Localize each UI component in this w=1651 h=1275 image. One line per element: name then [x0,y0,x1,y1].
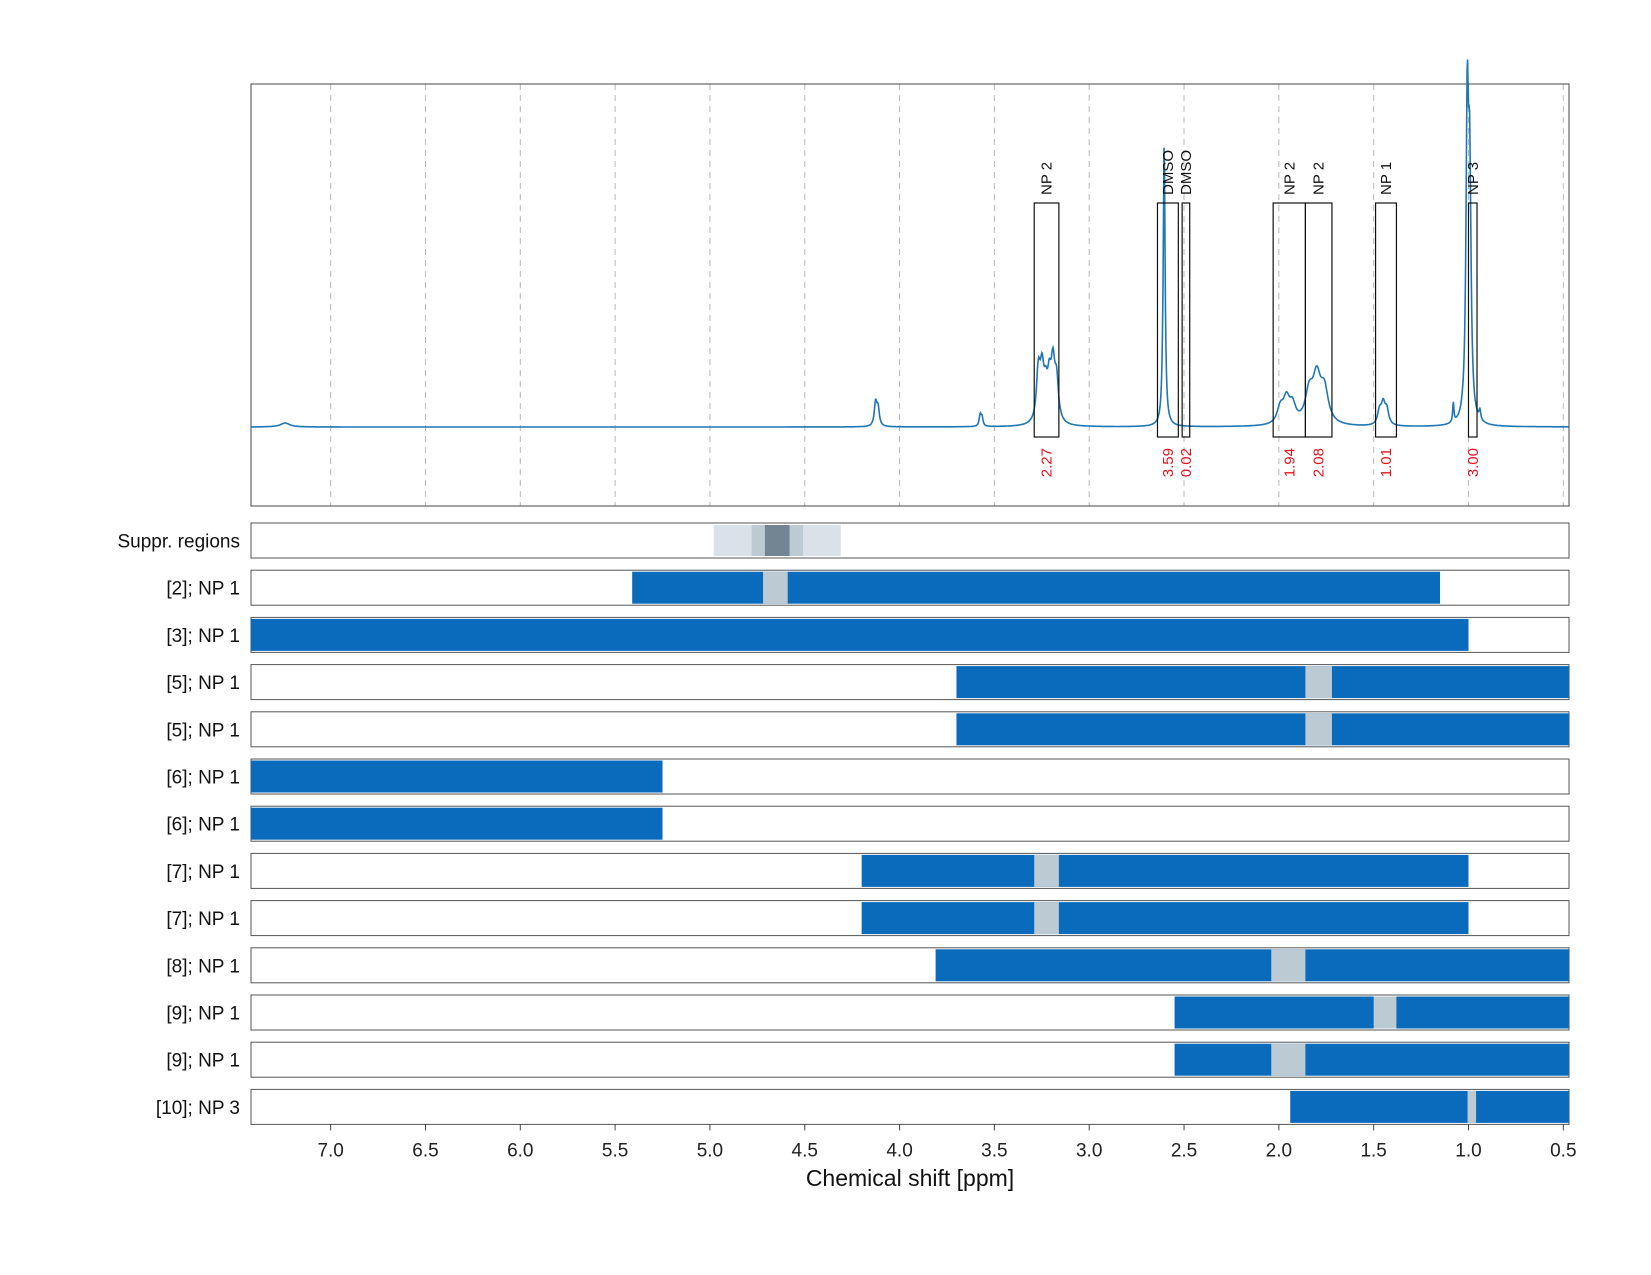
x-tick-label-5: 4.5 [792,1140,818,1161]
region-box-5 [1374,202,1398,438]
x-tick-label-11: 1.5 [1360,1140,1386,1161]
x-tick-label-8: 3.0 [1076,1140,1102,1161]
x-tick-label-2: 6.0 [507,1140,533,1161]
row-gap-3-0 [1305,666,1332,699]
row-label-2: [3]; NP 1 [166,626,240,647]
x-tick-label-4: 5.0 [697,1140,723,1161]
row-label-4: [5]; NP 1 [166,720,240,741]
row-bar-9 [935,949,1569,982]
spectrum-line [251,59,1569,428]
x-tick-label-10: 2.0 [1266,1140,1292,1161]
row-bar-8 [861,902,1469,935]
row-bar-7 [861,854,1469,887]
row-label-12: [10]; NP 3 [156,1098,240,1119]
x-tick-label-0: 7.0 [317,1140,343,1161]
suppression-band-2 [764,525,790,556]
region-label-2: DMSO [1178,150,1195,195]
row-gap-4-0 [1305,713,1332,746]
region-label-6: NP 3 [1465,162,1482,195]
row-label-6: [6]; NP 1 [166,815,240,836]
region-box-3 [1272,202,1306,438]
row-label-7: [7]; NP 1 [166,862,240,883]
gridlines [330,84,1564,506]
row-bar-3 [956,666,1569,699]
row-bar-5 [251,760,663,793]
region-label-5: NP 1 [1378,162,1395,195]
region-integral-4: 2.08 [1311,448,1328,477]
row-label-5: [6]; NP 1 [166,768,240,789]
row-gap-1-0 [763,571,788,604]
row-label-10: [9]; NP 1 [166,1004,240,1025]
fit-rows: Suppr. regions [2]; NP 1 [3]; NP 1 [5]; NP … [117,522,1570,1125]
region-label-3: NP 2 [1281,162,1298,195]
row-bar-2 [251,618,1469,651]
region-integral-0: 2.27 [1039,448,1056,477]
region-integral-5: 1.01 [1378,448,1395,477]
row-gap-12-0 [1467,1090,1477,1123]
row-gap-7-0 [1034,854,1059,887]
row-label-1: [2]; NP 1 [166,579,240,600]
row-label-11: [9]; NP 1 [166,1051,240,1072]
region-integral-6: 3.00 [1465,448,1482,477]
region-integral-1: 3.59 [1160,448,1177,477]
x-tick-label-7: 3.5 [981,1140,1007,1161]
row-bar-4 [956,713,1569,746]
region-box-2 [1181,202,1191,438]
row-gap-10-0 [1373,996,1397,1029]
x-tick-label-6: 4.0 [886,1140,912,1161]
region-integral-2: 0.02 [1178,448,1195,477]
region-label-1: DMSO [1160,150,1177,195]
row-label-9: [8]; NP 1 [166,956,240,977]
row-bar-10 [1174,996,1569,1029]
row-label-8: [7]; NP 1 [166,909,240,930]
spectrum-frame [250,83,1570,507]
region-integral-3: 1.94 [1281,448,1298,477]
integration-regions: NP 2 2.27 DMSO 3.59 DMSO 0.02 NP 2 1.94 NP 2 2.08… [1033,150,1482,477]
x-tick-label-12: 1.0 [1455,1140,1481,1161]
x-tick-label-13: 0.5 [1550,1140,1576,1161]
x-tick-label-3: 5.5 [602,1140,628,1161]
x-tick-label-9: 2.5 [1171,1140,1197,1161]
row-label-0: Suppr. regions [117,532,240,553]
region-box-4 [1304,202,1333,438]
row-frame-0 [250,522,1570,559]
region-box-6 [1467,202,1478,438]
region-box-1 [1156,202,1179,438]
region-label-0: NP 2 [1039,162,1056,195]
x-tick-label-1: 6.5 [412,1140,438,1161]
spectrum-panel: NP 2 2.27 DMSO 3.59 DMSO 0.02 NP 2 1.94 NP 2 2.08… [250,59,1570,507]
region-box-0 [1033,202,1060,438]
region-label-4: NP 2 [1311,162,1328,195]
x-axis: 7.0 6.5 6.0 5.5 5.0 4.5 4.0 3.5 3.0 2.5 2.0 1.5 1.0 0… [317,1124,1577,1161]
row-bar-12 [1290,1090,1569,1123]
row-gap-9-0 [1271,949,1306,982]
row-gap-11-0 [1271,1043,1306,1076]
row-bar-6 [251,807,663,840]
x-axis-title: Chemical shift [ppm] [806,1165,1014,1191]
row-bar-11 [1174,1043,1569,1076]
row-bar-1 [632,571,1441,604]
row-gap-8-0 [1034,902,1059,935]
row-label-3: [5]; NP 1 [166,673,240,694]
